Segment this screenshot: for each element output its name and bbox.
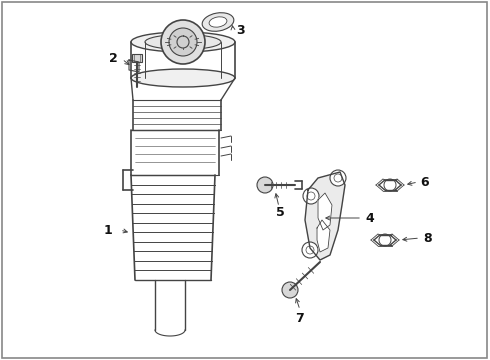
Ellipse shape bbox=[202, 13, 234, 31]
Circle shape bbox=[379, 234, 391, 246]
Text: 5: 5 bbox=[275, 206, 284, 219]
Circle shape bbox=[282, 282, 298, 298]
Text: 7: 7 bbox=[295, 311, 304, 324]
Text: 8: 8 bbox=[424, 231, 432, 244]
Circle shape bbox=[303, 188, 319, 204]
Circle shape bbox=[384, 179, 396, 191]
Text: 4: 4 bbox=[366, 212, 374, 225]
Ellipse shape bbox=[131, 69, 235, 87]
Ellipse shape bbox=[209, 17, 227, 27]
Circle shape bbox=[169, 28, 197, 56]
Circle shape bbox=[302, 242, 318, 258]
Polygon shape bbox=[305, 172, 345, 260]
Text: 2: 2 bbox=[109, 51, 118, 64]
Ellipse shape bbox=[145, 35, 221, 50]
Polygon shape bbox=[318, 193, 332, 230]
Text: 3: 3 bbox=[236, 23, 245, 36]
Circle shape bbox=[161, 20, 205, 64]
Ellipse shape bbox=[131, 32, 235, 52]
Circle shape bbox=[257, 177, 273, 193]
Circle shape bbox=[330, 170, 346, 186]
Text: 1: 1 bbox=[103, 224, 112, 237]
FancyBboxPatch shape bbox=[132, 54, 142, 62]
Text: 6: 6 bbox=[421, 176, 429, 189]
Polygon shape bbox=[317, 220, 330, 252]
